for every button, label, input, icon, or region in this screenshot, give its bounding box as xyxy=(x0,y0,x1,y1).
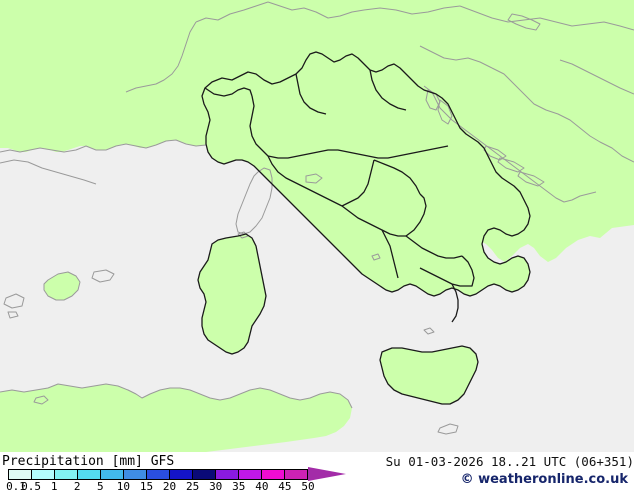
border-austria-germany xyxy=(363,5,461,15)
region-border-piemonte-lombardia xyxy=(249,95,269,157)
valid-time-label: Su 01-03-2026 18..21 UTC (06+351) xyxy=(385,454,634,469)
region-border-emilia-toscana xyxy=(267,155,343,207)
foreign-borders xyxy=(0,1,634,435)
land-masses xyxy=(0,0,634,452)
legend-title: Precipitation [mm] GFS xyxy=(2,454,175,469)
island-formentera xyxy=(7,311,19,319)
border-croatia-bosnia xyxy=(491,67,634,163)
border-bosnia-serbia xyxy=(559,59,634,95)
island-ibiza xyxy=(3,293,25,309)
region-border-puglia-basilicata xyxy=(461,255,475,287)
coast-gulf-of-lion xyxy=(0,139,207,153)
colorbar-tick: 30 xyxy=(209,480,223,490)
island-mallorca-outline xyxy=(43,271,81,301)
colorbar-swatch xyxy=(124,470,147,479)
colorbar-tick: 15 xyxy=(139,480,154,490)
legend-footer: Precipitation [mm] GFS 0.1 0.5 1 2 5 10 15 20 25… xyxy=(0,452,634,490)
land-mallorca xyxy=(44,272,80,300)
region-border-lazio-abruzzo xyxy=(341,205,406,237)
colorbar-overflow-arrow xyxy=(308,467,346,481)
colorbar-tick: 50 xyxy=(301,480,315,490)
colorbar-swatch xyxy=(101,470,124,479)
islets-pontine xyxy=(371,253,381,261)
colorbar-swatch xyxy=(285,470,307,479)
island-elba xyxy=(305,173,323,184)
colorbar-swatch xyxy=(9,470,32,479)
land-sardinia xyxy=(198,234,266,354)
island-hvar xyxy=(497,157,525,173)
island-pantelleria xyxy=(33,395,49,405)
colorbar-tick-labels: 0.1 0.5 1 2 5 10 15 20 25 30 35 40 45 50 xyxy=(6,480,328,490)
border-italy-national xyxy=(201,51,531,297)
colorbar-tick: 20 xyxy=(162,480,177,490)
lake-balaton xyxy=(507,13,541,31)
border-sardinia xyxy=(197,233,267,355)
colorbar-swatch xyxy=(239,470,262,479)
border-france-spain xyxy=(0,159,97,185)
region-border-veneto-friuli xyxy=(369,69,407,111)
island-corsica xyxy=(235,167,273,235)
colorbar-tick: 40 xyxy=(255,480,269,490)
precipitation-colorbar xyxy=(8,469,308,480)
colorbar-swatch xyxy=(262,470,285,479)
border-switzerland-austria xyxy=(267,1,365,19)
region-border-abruzzo-molise xyxy=(405,193,427,237)
colorbar-tick: 45 xyxy=(278,480,292,490)
island-menorca xyxy=(91,269,115,283)
island-malta xyxy=(437,423,459,435)
colorbar-tick: 25 xyxy=(185,480,200,490)
land-sicily xyxy=(380,346,478,404)
border-austria-hungary xyxy=(459,5,634,31)
region-border-campania-basilicata xyxy=(419,267,468,287)
colorbar-swatch xyxy=(147,470,170,479)
colorbar-swatch xyxy=(78,470,101,479)
colorbar-swatch xyxy=(55,470,78,479)
colorbar-swatch xyxy=(32,470,55,479)
map-canvas[interactable] xyxy=(0,0,634,452)
coast-tunisia xyxy=(0,383,353,409)
region-border-umbria-marche xyxy=(373,159,421,195)
colorbar-tick: 1 xyxy=(50,480,58,490)
border-france-switzerland xyxy=(195,1,269,23)
land-italy-peninsula xyxy=(202,52,530,296)
border-slovenia-hungary xyxy=(419,45,493,69)
region-border-toscana-umbria xyxy=(341,159,375,207)
colorbar-tick: 5 xyxy=(96,480,104,490)
colorbar-swatch xyxy=(193,470,216,479)
region-border-valledaosta xyxy=(204,87,253,97)
island-korcula xyxy=(517,171,545,187)
region-border-lombardia-emilia xyxy=(267,145,449,159)
colorbar-tick: 35 xyxy=(232,480,246,490)
island-cres xyxy=(437,99,453,125)
land-north-africa xyxy=(0,384,352,452)
colorbar-tick: 0.1 xyxy=(6,480,26,490)
region-border-lombardia-trentino xyxy=(295,73,327,115)
map-vector xyxy=(0,0,634,452)
colorbar-tick: 0.5 xyxy=(21,480,41,490)
island-brac xyxy=(483,145,507,161)
colorbar-wrapper xyxy=(8,467,346,481)
copyright-label: © weatheronline.co.uk xyxy=(460,472,628,487)
colorbar-swatch xyxy=(170,470,193,479)
border-sicily xyxy=(379,345,479,405)
region-border-campania-puglia xyxy=(405,235,463,259)
region-border-lazio-campania xyxy=(381,229,399,279)
colorbar-swatch xyxy=(216,470,239,479)
border-inner-alps xyxy=(125,21,197,93)
italy-borders xyxy=(197,51,531,405)
region-border-basilicata-calabria xyxy=(451,283,459,323)
colorbar-tick: 2 xyxy=(73,480,81,490)
colorbar-tick: 10 xyxy=(116,480,130,490)
islets-aeolian xyxy=(423,327,435,335)
